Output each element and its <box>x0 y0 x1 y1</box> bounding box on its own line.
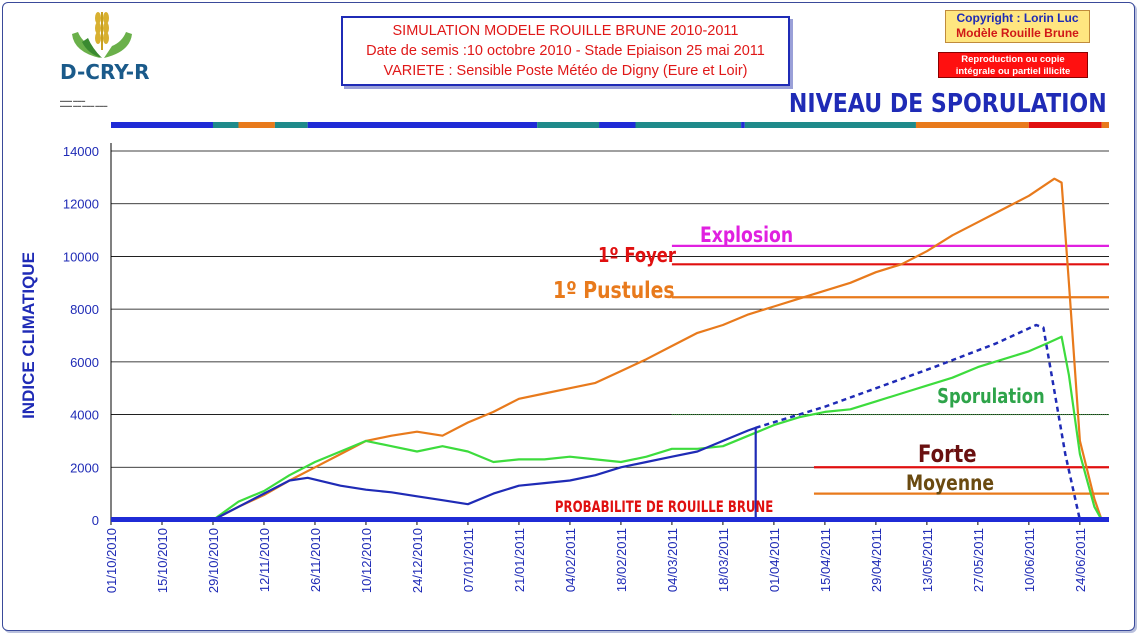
repro-line-1: Reproduction ou copie <box>961 54 1065 65</box>
title-box: SIMULATION MODELE ROUILLE BRUNE 2010-201… <box>341 16 790 86</box>
logo-fineprint: ▬▬▬ ▬▬▬ ▬▬▬ ▬▬ ▬▬▬ ▬▬▬ <box>60 98 108 108</box>
copyright-line-1: Copyright : Lorin Luc <box>956 11 1079 25</box>
copyright-box: Copyright : Lorin Luc Modèle Rouille Bru… <box>945 10 1090 43</box>
title-line-1: SIMULATION MODELE ROUILLE BRUNE 2010-201… <box>392 23 739 39</box>
copyright-line-2: Modèle Rouille Brune <box>956 26 1079 40</box>
logo-text: D-CRY-R <box>60 60 150 84</box>
title-line-2: Date de semis :10 octobre 2010 - Stade E… <box>366 43 765 59</box>
reproduction-warning: Reproduction ou copie intégrale ou parti… <box>938 52 1088 78</box>
repro-line-2: intégrale ou partiel illicite <box>955 66 1071 77</box>
title-line-3: VARIETE : Sensible Poste Météo de Digny … <box>383 63 748 79</box>
logo-icon <box>72 12 132 58</box>
